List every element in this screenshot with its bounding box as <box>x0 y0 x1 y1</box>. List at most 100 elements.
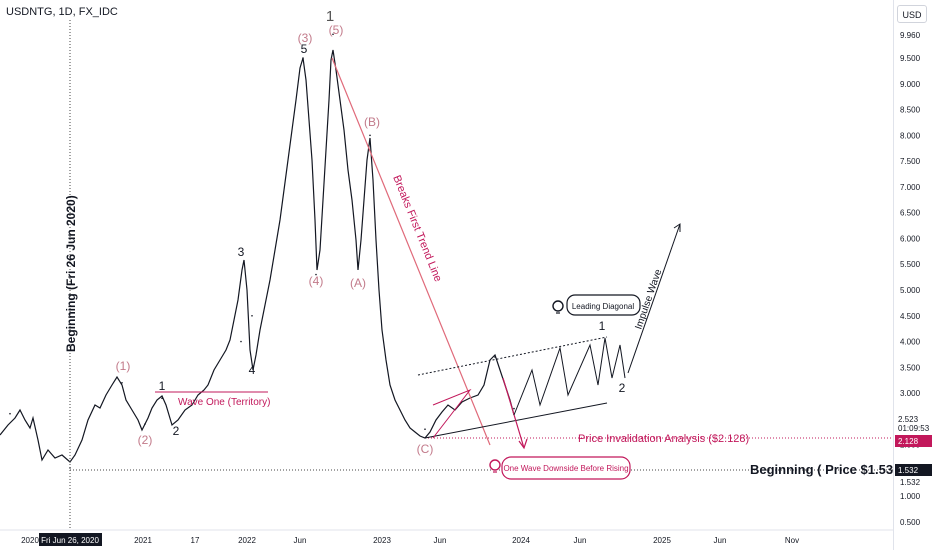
price-scale-svg: 9.500 9.000 8.500 8.000 7.500 7.000 6.500 6.000… <box>876 31 932 527</box>
price-scale[interactable]: 9.500 9.000 8.500 8.000 7.500 7.000 6.500 6.000… <box>876 0 932 550</box>
time-label: Jun <box>294 536 307 545</box>
label-sub-3: 3 <box>238 245 245 259</box>
key-point-marker <box>9 412 11 415</box>
current-price-badge-text: 2.523 <box>898 415 919 424</box>
key-point-marker <box>251 314 253 317</box>
price-tick-label: 9.000 <box>900 80 921 89</box>
lightbulb-icon <box>552 300 564 312</box>
key-point-marker <box>240 340 242 343</box>
key-point-marker <box>332 33 334 36</box>
price-tick-label: 3.500 <box>900 363 921 372</box>
price-tick-label: 8.000 <box>900 131 921 140</box>
price-tick-label: 0.500 <box>900 518 921 527</box>
key-point-marker <box>121 382 123 384</box>
label-corr-b: (B) <box>364 115 380 129</box>
key-point-marker <box>315 273 317 276</box>
time-label: Nov <box>785 536 799 545</box>
price-tick-label: 1.000 <box>900 492 921 501</box>
time-highlight-bg <box>39 533 102 546</box>
price-tick-label: 4.500 <box>900 312 921 321</box>
leading-diagonal-callout: Leading Diagonal <box>552 294 641 316</box>
key-point-marker <box>513 407 515 410</box>
label-sub-1: 1 <box>159 379 166 393</box>
wedge-lines <box>432 388 472 439</box>
price-line <box>0 49 515 463</box>
label-proj-1: 1 <box>599 319 606 333</box>
time-label: 2025 <box>653 536 671 545</box>
price-tick-label: 8.500 <box>900 106 921 115</box>
key-point-marker <box>144 423 146 425</box>
low-price-badge: 1.532 <box>895 464 932 476</box>
high-value: 9.960 <box>900 31 921 40</box>
impulse-arrowhead <box>673 223 681 232</box>
impulse-wave-arrow <box>627 223 681 374</box>
trend-line <box>331 57 491 446</box>
invalidation-badge: 2.128 <box>895 435 932 447</box>
label-big-one: 1 <box>326 8 334 25</box>
key-point-marker <box>424 428 426 431</box>
time-label: 17 <box>191 536 200 545</box>
label-proj-2: 2 <box>619 381 626 395</box>
downside-arrowhead <box>518 438 528 450</box>
label-sub-5: 5 <box>301 42 308 56</box>
price-tick-label: 7.000 <box>900 183 921 192</box>
label-corr-a: (A) <box>350 276 366 290</box>
low-value: 1.532 <box>900 478 921 487</box>
label-sub-2: 2 <box>173 424 180 438</box>
time-highlight-label: Fri Jun 26, 2020 <box>41 536 99 545</box>
one-wave-down-box <box>501 456 631 480</box>
label-paren-2: (2) <box>138 433 153 447</box>
one-wave-down-callout: One Wave Downside Before Rising <box>489 456 631 480</box>
price-tick-label: 6.000 <box>900 234 921 243</box>
time-label: 2024 <box>512 536 530 545</box>
wave-one-territory-label: Wave One (Territory) <box>178 397 270 408</box>
current-price-badge-text: 01:09:53 <box>898 424 930 433</box>
label-corr-c: (C) <box>417 442 434 456</box>
time-label: Jun <box>434 536 447 545</box>
label-paren-1: (1) <box>116 359 131 373</box>
key-point-marker <box>302 57 304 59</box>
beginning-date-label: Beginning (Fri 26 Jun 2020) <box>64 195 78 352</box>
price-tick-label: 7.500 <box>900 157 921 166</box>
key-point-marker <box>369 134 371 137</box>
lightbulb-red-icon <box>489 459 501 471</box>
label-paren-3: (3) <box>298 31 313 45</box>
invalidation-badge-text: 2.128 <box>898 437 919 446</box>
low-price-badge-text: 1.532 <box>898 466 919 475</box>
price-path <box>0 33 515 469</box>
label-paren-4: (4) <box>309 274 324 288</box>
label-paren-5: (5) <box>329 23 344 37</box>
price-tick-label: 9.500 <box>900 54 921 63</box>
downside-projection <box>502 377 525 449</box>
price-tick-label: 5.000 <box>900 286 921 295</box>
beginning-price-label: Beginning ( Price $1.532) <box>750 462 905 477</box>
time-label: Jun <box>574 536 587 545</box>
current-price-badge-bg <box>895 413 932 435</box>
price-tick-label: 3.000 <box>900 389 921 398</box>
time-axis[interactable]: 2020 2021 17 2022 Jun 2023 Jun 2024 Jun 2025 Jun No… <box>0 529 893 546</box>
leading-diagonal-text: Leading Diagonal <box>572 302 634 311</box>
price-tick-label: 4.000 <box>900 338 921 347</box>
invalidation-badge-bg <box>895 435 932 447</box>
leading-diagonal-box <box>566 294 641 316</box>
symbol-header[interactable]: USDNTG, 1D, FX_IDC <box>6 6 118 18</box>
zigzag-projection <box>513 337 626 416</box>
key-point-marker <box>161 397 163 400</box>
low-price-badge-bg <box>895 464 932 476</box>
price-invalidation-label: Price Invalidation Analysis ($2.128) <box>578 433 749 445</box>
time-label: 2021 <box>134 536 152 545</box>
time-label: 2022 <box>238 536 256 545</box>
one-wave-down-text: One Wave Downside Before Rising <box>503 464 628 473</box>
currency-unit-button[interactable]: USD <box>897 5 927 23</box>
key-point-marker <box>494 356 496 358</box>
time-label: 2020 <box>21 536 39 545</box>
label-sub-4: 4 <box>249 363 256 377</box>
time-label: 2023 <box>373 536 391 545</box>
price-tick-label: 5.500 <box>900 260 921 269</box>
channel-upper-line <box>417 336 608 376</box>
price-tick-label: 6.500 <box>900 209 921 218</box>
time-label: Jun <box>714 536 727 545</box>
